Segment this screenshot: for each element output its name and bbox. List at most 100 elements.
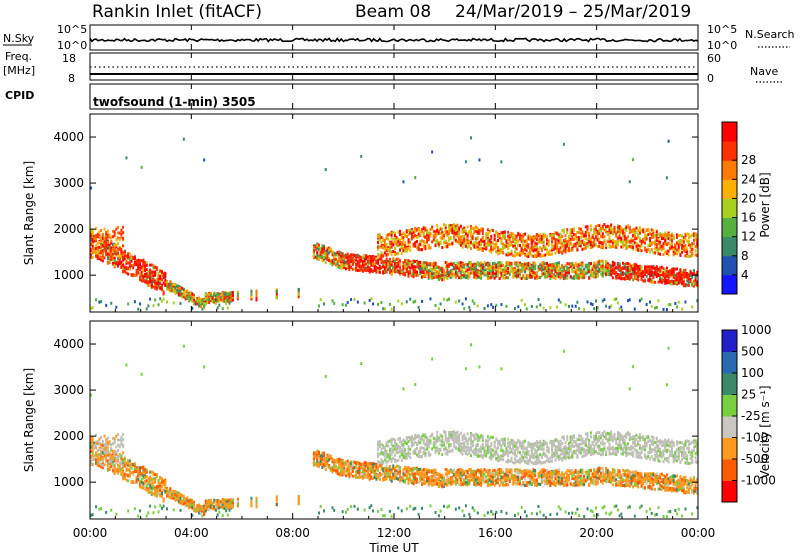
power-cell <box>643 279 646 283</box>
power-cell <box>441 266 444 270</box>
power-cell <box>446 230 449 234</box>
power-cell <box>486 241 489 245</box>
power-cell <box>473 228 476 232</box>
power-cell <box>556 246 559 250</box>
power-cell <box>627 245 630 249</box>
power-cell <box>530 253 533 257</box>
power-cell <box>454 271 457 275</box>
power-cell <box>682 274 685 278</box>
power-cell <box>534 271 537 275</box>
power-cell <box>324 168 327 172</box>
power-cell <box>395 264 398 268</box>
power-cell <box>415 240 418 244</box>
power-cell <box>571 248 574 252</box>
power-cell <box>622 231 624 235</box>
power-cell <box>665 243 668 247</box>
power-cell <box>459 242 462 246</box>
power-cell <box>174 286 177 290</box>
power-cell <box>637 278 640 282</box>
velocity-cell <box>98 456 101 460</box>
power-cell <box>461 274 464 278</box>
power-cell <box>633 234 636 238</box>
power-cell <box>456 261 459 265</box>
power-cell <box>404 234 407 238</box>
power-cell <box>510 265 513 269</box>
power-cell <box>415 262 418 266</box>
power-cell <box>326 253 329 257</box>
power-cell <box>608 305 611 309</box>
power-cell <box>493 234 496 238</box>
power-cell <box>390 242 393 246</box>
power-cell <box>427 276 430 280</box>
power-y-label: Slant Range [km] <box>22 161 36 265</box>
power-cell <box>497 247 500 251</box>
power-cell <box>687 280 690 284</box>
velocity-cell <box>106 446 109 450</box>
power-cell <box>601 267 604 271</box>
power-cell <box>557 248 560 252</box>
power-cell <box>275 289 278 293</box>
power-cell <box>409 248 412 252</box>
power-cell <box>160 273 163 277</box>
power-cell <box>208 301 211 305</box>
power-cell <box>157 283 160 287</box>
power-cell <box>512 270 515 274</box>
power-cell <box>324 261 327 265</box>
power-cell <box>622 242 624 246</box>
power-cell <box>218 299 221 303</box>
power-cell <box>518 253 521 257</box>
velocity-cell <box>106 453 109 457</box>
power-cell <box>120 260 123 264</box>
power-cell <box>392 259 395 263</box>
power-cell <box>427 238 430 242</box>
power-cell <box>113 256 116 260</box>
power-cell <box>546 261 548 265</box>
power-cell <box>449 269 452 273</box>
power-cell <box>505 253 508 257</box>
power-cell <box>527 235 530 239</box>
power-cell <box>556 271 559 275</box>
power-cell <box>677 234 680 238</box>
power-cell <box>561 272 564 276</box>
power-cell <box>127 254 130 258</box>
power-cell <box>230 294 233 298</box>
power-cell <box>323 256 326 260</box>
power-cell <box>598 267 601 271</box>
power-cell <box>620 266 623 270</box>
power-cell <box>589 273 592 277</box>
power-cell <box>498 277 501 281</box>
power-cell <box>448 264 451 268</box>
power-cell <box>596 260 599 264</box>
power-cell <box>596 274 599 278</box>
power-cell <box>231 292 234 296</box>
velocity-cell <box>100 462 103 466</box>
power-cell <box>351 256 354 260</box>
power-cell <box>598 260 601 264</box>
power-cell <box>464 232 467 236</box>
power-cell <box>594 263 597 267</box>
power-cell <box>561 234 564 238</box>
power-cell <box>562 266 565 270</box>
power-cell <box>623 272 626 276</box>
power-cell <box>628 298 631 302</box>
power-cell <box>483 242 486 246</box>
power-cell <box>380 266 383 270</box>
power-cell <box>689 279 692 283</box>
power-cell <box>372 259 375 263</box>
power-cell <box>677 250 680 254</box>
power-cell <box>662 267 665 271</box>
power-cell <box>588 262 591 266</box>
power-cell <box>145 307 148 311</box>
power-cell <box>647 265 650 269</box>
power-cell <box>679 269 682 273</box>
power-cell <box>606 269 609 273</box>
power-cell <box>476 261 479 265</box>
power-cell <box>682 268 685 272</box>
power-cell <box>470 225 472 229</box>
power-cell <box>510 262 513 266</box>
power-cell <box>164 272 167 276</box>
power-cell <box>316 246 319 250</box>
power-cell <box>449 226 452 230</box>
power-cell <box>149 275 152 279</box>
velocity-cell <box>105 450 108 454</box>
